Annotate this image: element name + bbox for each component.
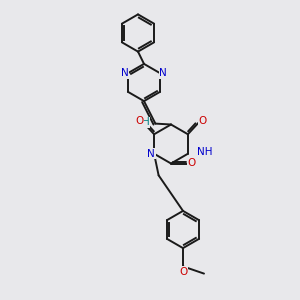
Text: N: N: [159, 68, 167, 78]
Text: O: O: [199, 116, 207, 126]
Text: NH: NH: [197, 147, 213, 157]
Text: N: N: [121, 68, 129, 78]
Text: H: H: [142, 117, 150, 127]
Text: O: O: [179, 267, 187, 277]
Text: O: O: [188, 158, 196, 169]
Text: O: O: [135, 116, 143, 126]
Text: N: N: [147, 149, 155, 159]
